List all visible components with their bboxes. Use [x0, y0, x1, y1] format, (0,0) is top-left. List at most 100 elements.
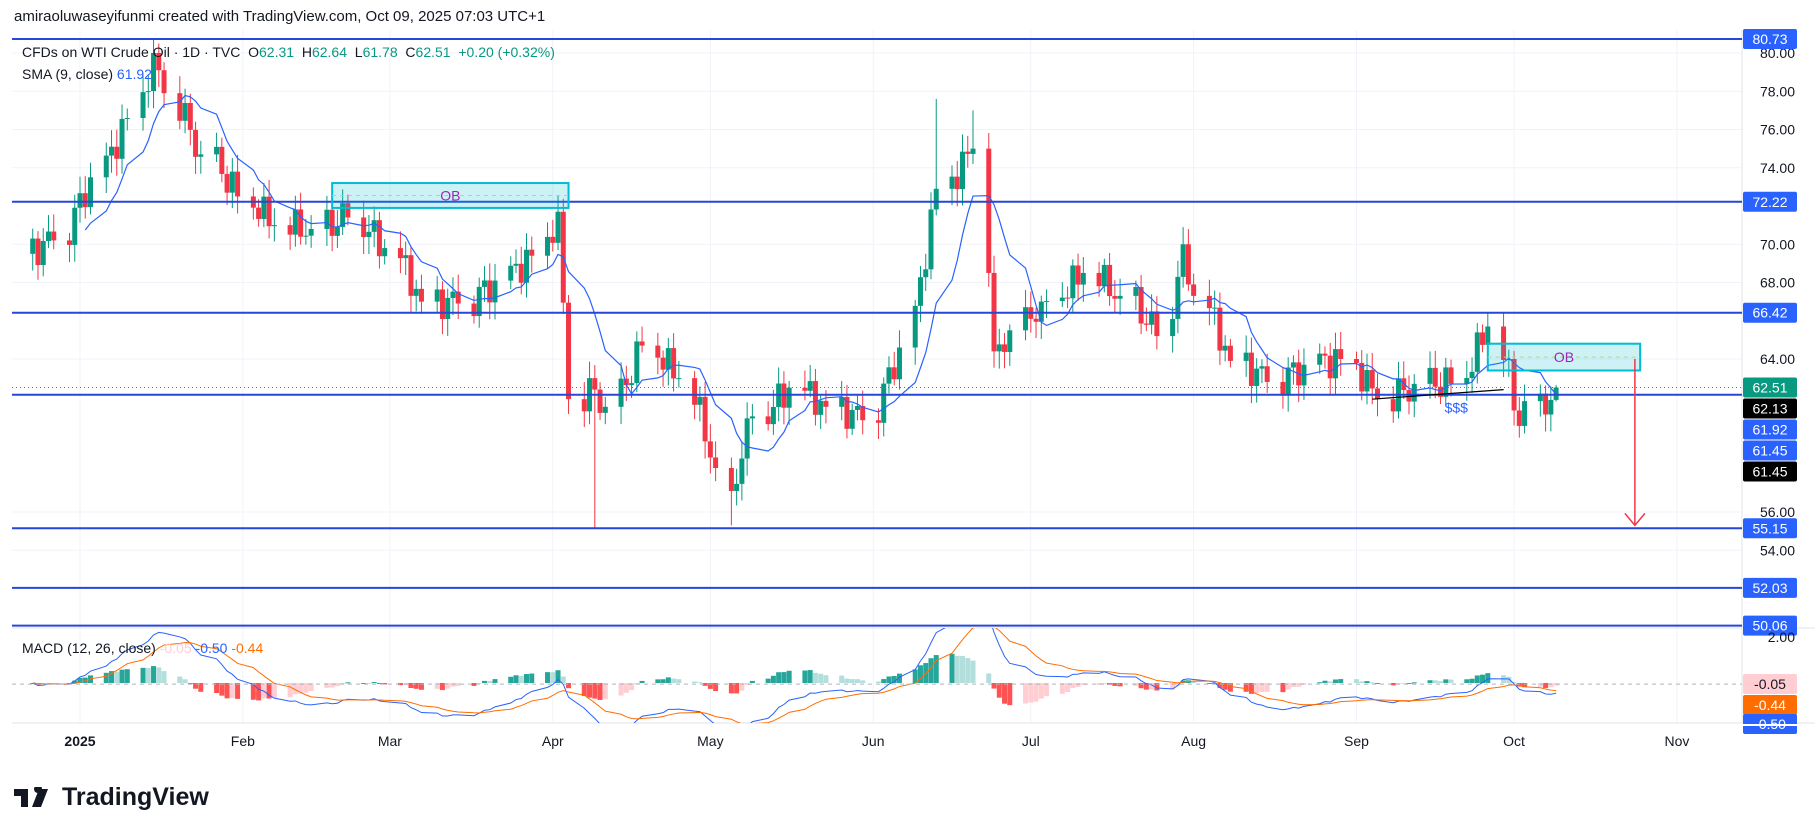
candle-body	[1259, 366, 1265, 369]
price-label: 62.51	[1752, 379, 1787, 395]
x-tick-label: Mar	[378, 733, 402, 749]
macd-histogram-bar	[481, 680, 487, 683]
tradingview-logo[interactable]: TradingView	[14, 783, 209, 812]
macd-histogram-bar	[508, 676, 514, 683]
signal-line	[32, 628, 1557, 723]
liquidity-trendline	[1372, 389, 1504, 400]
candle-body	[308, 228, 314, 236]
candle-body	[214, 146, 220, 155]
candle-body	[965, 151, 971, 154]
candle-body	[1364, 370, 1370, 392]
open-value: 62.31	[259, 44, 295, 60]
macd-histogram-bar	[807, 670, 813, 683]
candle-body	[1133, 287, 1139, 296]
candle-body	[671, 348, 677, 379]
candle-body	[151, 53, 157, 92]
macd-histogram-bar	[1401, 683, 1407, 684]
candle-body	[256, 207, 262, 219]
candle-body	[508, 265, 514, 281]
price-label: 80.73	[1752, 31, 1787, 47]
macd-histogram-bar	[671, 678, 677, 683]
macd-histogram-bar	[854, 679, 860, 683]
candle-body	[455, 291, 461, 304]
macd-pane	[30, 628, 1559, 723]
candle-body	[545, 236, 551, 256]
macd-histogram-bar	[151, 666, 157, 683]
macd-histogram-bar	[1280, 683, 1286, 693]
macd-histogram-bar	[770, 675, 776, 683]
macd-histogram-bar	[266, 683, 272, 699]
candle-body	[1522, 401, 1528, 426]
price-label: 66.42	[1752, 305, 1787, 321]
candle-body	[655, 345, 661, 358]
candle-body	[744, 418, 750, 459]
macd-histogram-bar	[1264, 683, 1270, 692]
macd-histogram-bar	[487, 680, 493, 683]
candle-body	[807, 381, 813, 391]
price-label-bg	[1743, 191, 1797, 212]
macd-histogram-bar	[287, 683, 293, 698]
candle-body	[1033, 318, 1039, 322]
macd-histogram-bar	[1149, 683, 1155, 690]
macd-value: -0.50	[195, 640, 228, 656]
candle-body	[1511, 359, 1517, 411]
macd-histogram-bar	[1427, 680, 1433, 683]
macd-histogram-bar	[1217, 683, 1223, 688]
candle-body	[487, 280, 493, 303]
macd-histogram-bar	[960, 655, 966, 683]
candle-body	[912, 305, 918, 348]
macd-histogram-bar	[198, 683, 204, 692]
macd-histogram-bar	[1474, 675, 1480, 683]
candle-body	[119, 118, 125, 159]
candle-body	[1448, 367, 1454, 384]
candle-body	[124, 118, 130, 120]
macd-histogram-bar	[371, 681, 377, 683]
candle-body	[450, 291, 456, 298]
macd-histogram-bar	[455, 683, 461, 686]
macd-histogram-bar	[1317, 682, 1323, 684]
macd-histogram-bar	[823, 675, 829, 683]
candle-body	[923, 269, 929, 278]
candle-body	[1143, 323, 1149, 325]
macd-histogram-bar	[1353, 679, 1359, 683]
candle-body	[1359, 362, 1365, 392]
macd-histogram-bar	[439, 683, 445, 691]
candle-body	[1170, 318, 1176, 337]
macd-histogram-bar	[303, 683, 309, 693]
macd-histogram-bar	[592, 683, 598, 699]
macd-histogram-bar	[445, 683, 451, 689]
candle-body	[1023, 307, 1029, 331]
macd-histogram-bar	[529, 673, 535, 683]
order-block-label: OB	[1554, 349, 1574, 365]
candle-body	[1222, 345, 1228, 351]
candle-body	[1254, 368, 1260, 386]
macd-histogram-bar	[1332, 679, 1338, 683]
macd-histogram-bar	[298, 683, 304, 694]
sma-value: 61.92	[116, 66, 152, 82]
macd-histogram-bar	[702, 683, 708, 686]
candle-body	[1432, 367, 1438, 387]
candle-body	[524, 249, 530, 283]
macd-label-bg	[1743, 674, 1797, 694]
macd-histogram-bar	[1464, 679, 1470, 683]
x-tick-label: Oct	[1503, 733, 1525, 749]
candle-body	[198, 154, 204, 157]
macd-histogram-bar	[1170, 683, 1176, 690]
signal-value: -0.44	[231, 640, 264, 656]
candle-body	[1506, 359, 1512, 361]
macd-histogram-bar	[334, 683, 340, 687]
macd-histogram-bar	[450, 683, 456, 687]
x-tick-label: May	[697, 733, 723, 749]
macd-histogram-bar	[881, 679, 887, 683]
macd-label-bg	[1743, 695, 1797, 715]
macd-histogram-bar	[408, 683, 414, 688]
candle-body	[340, 203, 346, 227]
candle-body	[702, 396, 708, 442]
price-label: 55.15	[1752, 520, 1787, 536]
candle-body	[802, 387, 808, 391]
macd-histogram-bar	[103, 672, 109, 683]
candle-body	[161, 70, 167, 94]
macd-histogram-bar	[182, 679, 188, 683]
macd-histogram-bar	[324, 683, 330, 688]
